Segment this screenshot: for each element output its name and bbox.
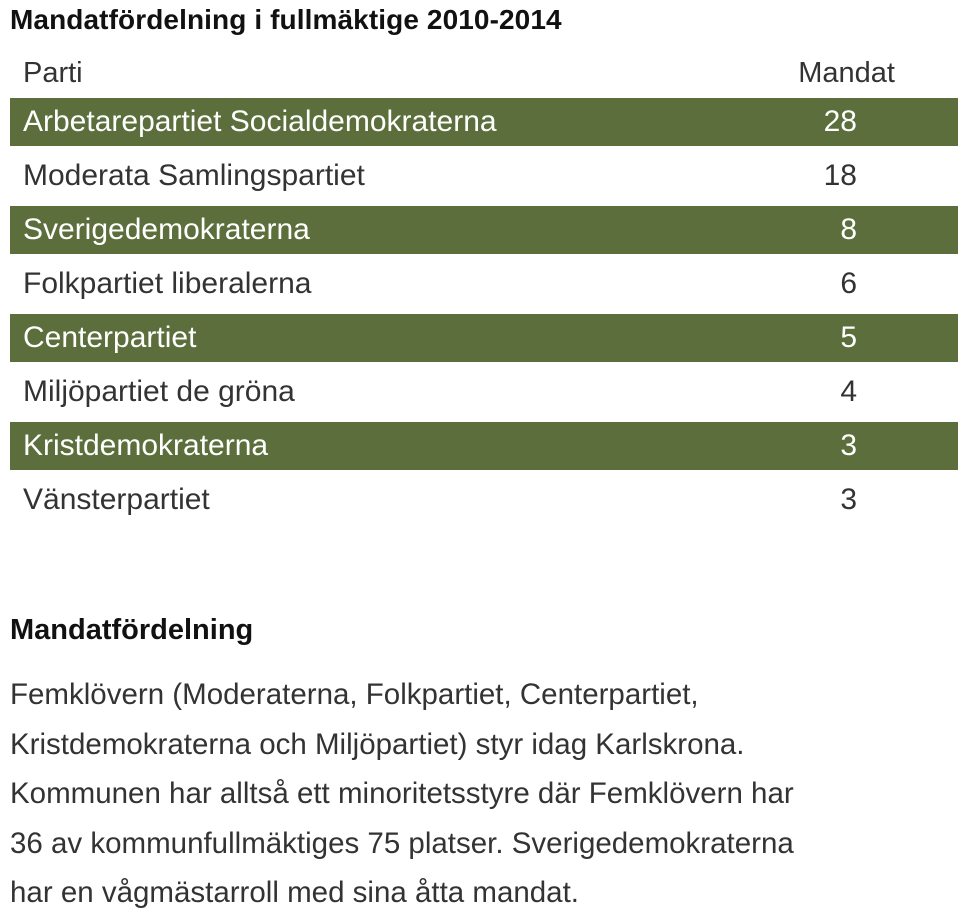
table-row: Centerpartiet 5 — [10, 314, 958, 362]
party-name: Folkpartiet liberalerna — [23, 267, 312, 300]
page-title: Mandatfördelning i fullmäktige 2010-2014 — [10, 4, 562, 35]
body-paragraph: Femklövern (Moderaterna, Folkpartiet, Ce… — [10, 670, 950, 918]
party-name: Vänsterpartiet — [23, 483, 210, 516]
party-name: Sverigedemokraterna — [23, 213, 310, 246]
seat-count: 6 — [840, 267, 857, 300]
party-name: Miljöpartiet de gröna — [23, 375, 295, 408]
paragraph-line: har en vågmästarroll med sina åtta manda… — [10, 876, 579, 909]
paragraph-line: Kommunen har alltså ett minoritetsstyre … — [10, 777, 794, 810]
seats-column-header: Mandat — [798, 56, 895, 89]
paragraph-line: Kristdemokraterna och Miljöpartiet) styr… — [10, 727, 745, 761]
table-row: Folkpartiet liberalerna 6 — [10, 260, 958, 308]
seat-count: 4 — [840, 375, 857, 408]
seat-count: 5 — [840, 321, 857, 354]
seat-count: 8 — [840, 213, 857, 246]
table-row: Arbetarepartiet Socialdemokraterna 28 — [10, 98, 958, 146]
seat-distribution-table: Parti Mandat Arbetarepartiet Socialdemok… — [10, 48, 958, 530]
seat-count: 28 — [823, 105, 857, 138]
party-name: Moderata Samlingspartiet — [23, 159, 365, 192]
table-row: Kristdemokraterna 3 — [10, 422, 958, 470]
table-row: Sverigedemokraterna 8 — [10, 206, 958, 254]
party-name: Arbetarepartiet Socialdemokraterna — [23, 105, 497, 138]
party-column-header: Parti — [23, 56, 83, 89]
table-row: Miljöpartiet de gröna 4 — [10, 368, 958, 416]
party-name: Centerpartiet — [23, 321, 197, 354]
table-row: Vänsterpartiet 3 — [10, 476, 958, 524]
table-header: Parti Mandat — [10, 48, 958, 98]
seat-count: 18 — [823, 159, 857, 192]
section-heading: Mandatfördelning — [10, 614, 254, 646]
party-name: Kristdemokraterna — [23, 429, 269, 462]
paragraph-line: Femklövern (Moderaterna, Folkpartiet, Ce… — [10, 678, 699, 711]
seat-count: 3 — [840, 483, 857, 516]
paragraph-line: 36 av kommunfullmäktiges 75 platser. Sve… — [10, 826, 794, 860]
table-row: Moderata Samlingspartiet 18 — [10, 152, 958, 200]
seat-count: 3 — [840, 429, 857, 462]
